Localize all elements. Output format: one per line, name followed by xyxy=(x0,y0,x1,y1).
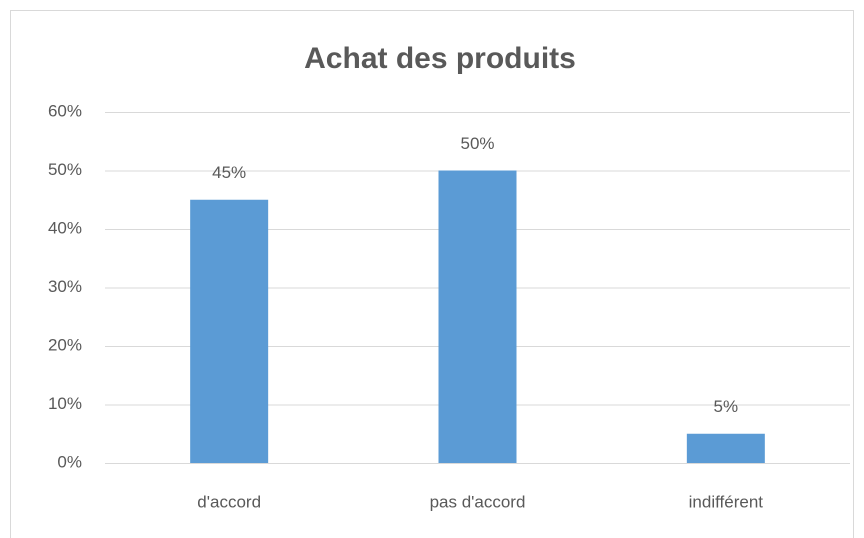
y-tick-label: 20% xyxy=(48,335,82,354)
bar xyxy=(438,170,517,463)
data-label: 5% xyxy=(714,397,739,416)
data-label: 45% xyxy=(212,163,246,182)
x-tick-label: d'accord xyxy=(197,492,261,511)
y-tick-label: 30% xyxy=(48,277,82,296)
bar xyxy=(190,199,269,463)
y-tick-label: 40% xyxy=(48,218,82,237)
data-label: 50% xyxy=(460,134,494,153)
y-tick-label: 60% xyxy=(48,101,82,120)
x-tick-label: pas d'accord xyxy=(430,492,526,511)
x-tick-label: indifférent xyxy=(689,492,764,511)
y-tick-label: 0% xyxy=(57,452,82,471)
chart-title: Achat des produits xyxy=(304,42,576,75)
y-tick-label: 10% xyxy=(48,394,82,413)
y-tick-label: 50% xyxy=(48,160,82,179)
bar xyxy=(686,433,765,463)
